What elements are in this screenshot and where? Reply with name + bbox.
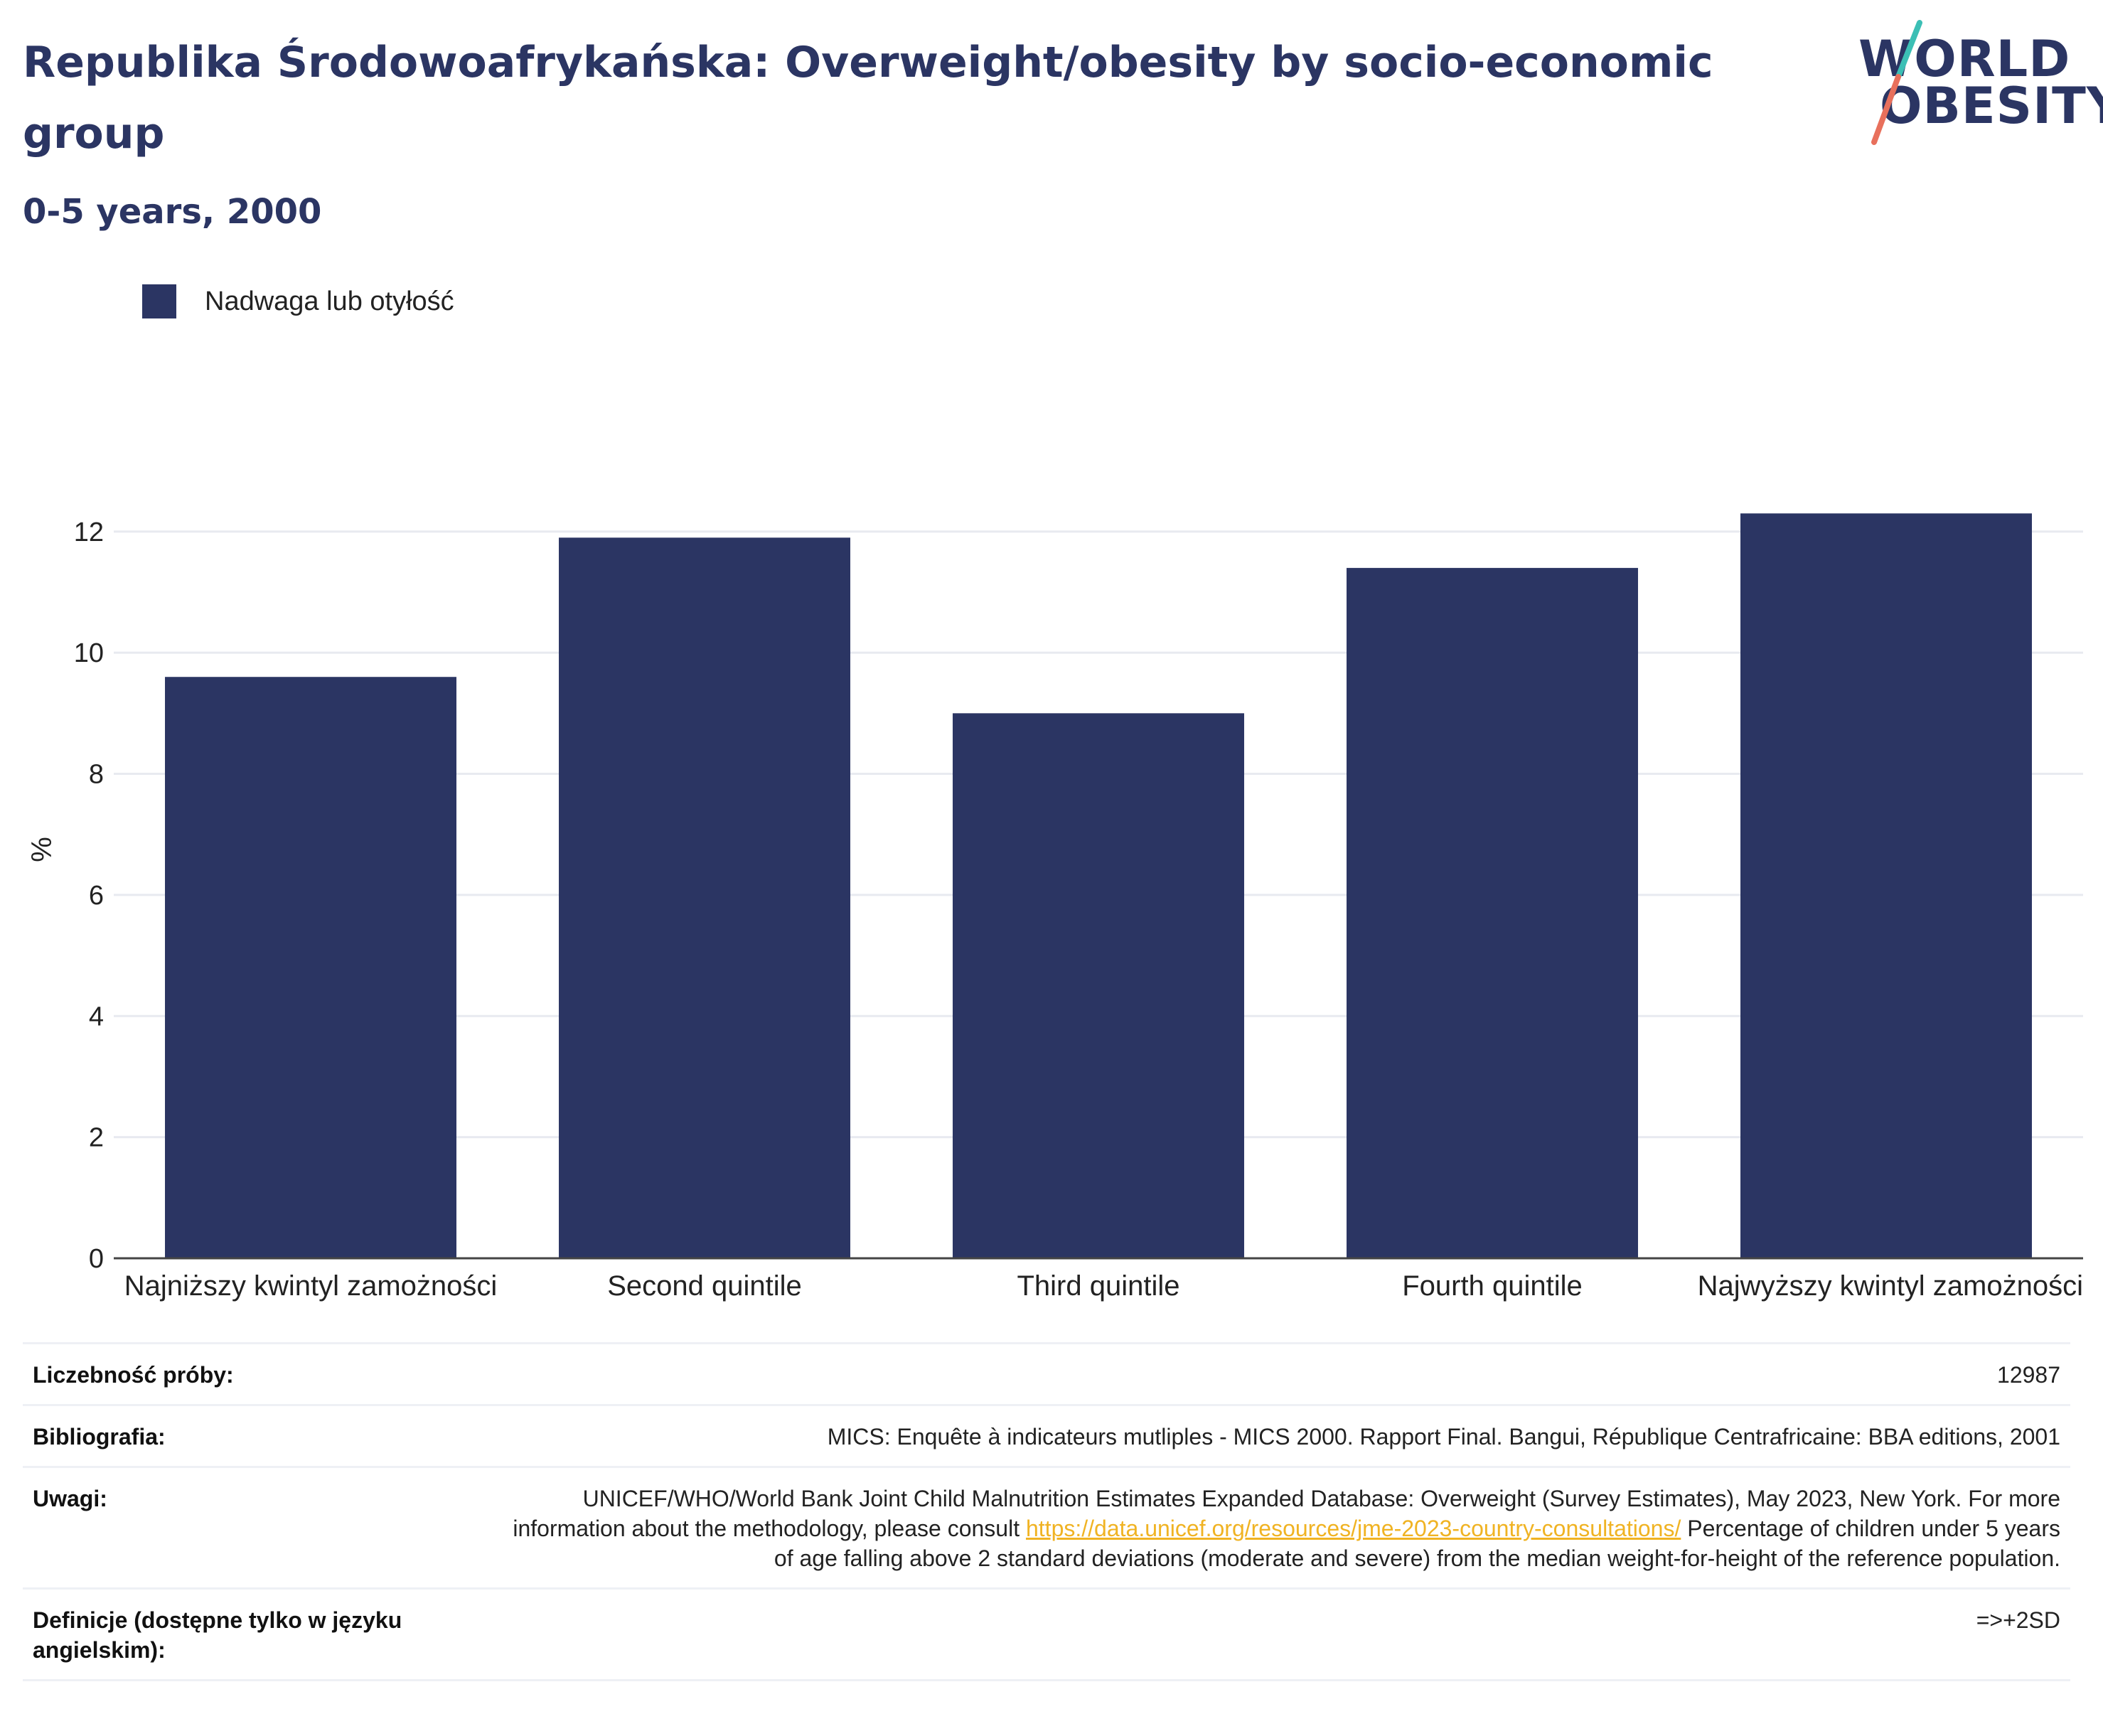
y-tick-label: 12 <box>74 518 104 547</box>
world-obesity-logo: WORLD OBESITY <box>1848 20 2103 155</box>
definitions-label: Definicje (dostępne tylko w języku angie… <box>33 1607 402 1663</box>
bar <box>1347 567 1638 1258</box>
meta-row-notes: Uwagi: UNICEF/WHO/World Bank Joint Child… <box>23 1466 2070 1587</box>
y-tick-label: 10 <box>74 638 104 668</box>
meta-row-bibliography: Bibliografia: MICS: Enquête à indicateur… <box>23 1404 2070 1466</box>
bar-chart: 0 2 4 6 8 10 12% Najniższy kwintyl zamożności Se… <box>26 513 2083 1302</box>
y-tick-label: 4 <box>89 1002 104 1032</box>
bibliography-label: Bibliografia: <box>33 1424 166 1450</box>
y-tick-label: 8 <box>89 760 104 790</box>
metadata-table: Liczebność próby: 12987 Bibliografia: MI… <box>23 1342 2070 1681</box>
logo-slash-icon <box>1871 20 1922 145</box>
x-tick-label: Second quintile <box>607 1270 802 1302</box>
chart-title: Republika Środowoafrykańska: Overweight/… <box>23 38 1713 159</box>
bibliography-value: MICS: Enquête à indicateurs mutliples - … <box>827 1424 2060 1450</box>
logo-line-2: OBESITY <box>1880 77 2103 135</box>
logo-line-1: WORLD <box>1858 30 2071 88</box>
x-tick-label: Najniższy kwintyl zamożności <box>124 1270 498 1302</box>
y-tick-label: 0 <box>89 1244 104 1274</box>
notes-value: UNICEF/WHO/World Bank Joint Child Malnut… <box>496 1484 2060 1573</box>
x-tick-label: Najwyższy kwintyl zamożności <box>1698 1270 2083 1302</box>
y-tick-label: 2 <box>89 1123 104 1153</box>
chart-legend[interactable]: Nadwaga lub otyłość <box>142 283 454 320</box>
sample-size-label: Liczebność próby: <box>33 1362 234 1388</box>
notes-label: Uwagi: <box>33 1486 107 1511</box>
y-tick-label: 6 <box>89 881 104 911</box>
bar <box>559 537 850 1258</box>
meta-row-definitions: Definicje (dostępne tylko w języku angie… <box>23 1587 2070 1681</box>
legend-swatch <box>142 284 176 318</box>
x-tick-label: Fourth quintile <box>1402 1270 1582 1302</box>
notes-text-2: Percentage of children under 5 years of … <box>774 1516 2060 1571</box>
bar <box>953 713 1244 1258</box>
notes-text-1: UNICEF/WHO/World Bank Joint Child Malnut… <box>513 1486 2060 1541</box>
definitions-value: =>+2SD <box>1976 1607 2060 1633</box>
methodology-link[interactable]: https://data.unicef.org/resources/jme-20… <box>1025 1516 1681 1541</box>
chart-subtitle: 0-5 years, 2000 <box>23 192 322 232</box>
y-axis-title: % <box>26 837 58 862</box>
meta-row-sample: Liczebność próby: 12987 <box>23 1342 2070 1404</box>
bar <box>165 677 456 1258</box>
bar <box>1740 513 2032 1259</box>
legend-label: Nadwaga lub otyłość <box>205 286 454 316</box>
sample-size-value: 12987 <box>1997 1362 2060 1388</box>
x-tick-label: Third quintile <box>1017 1270 1179 1302</box>
